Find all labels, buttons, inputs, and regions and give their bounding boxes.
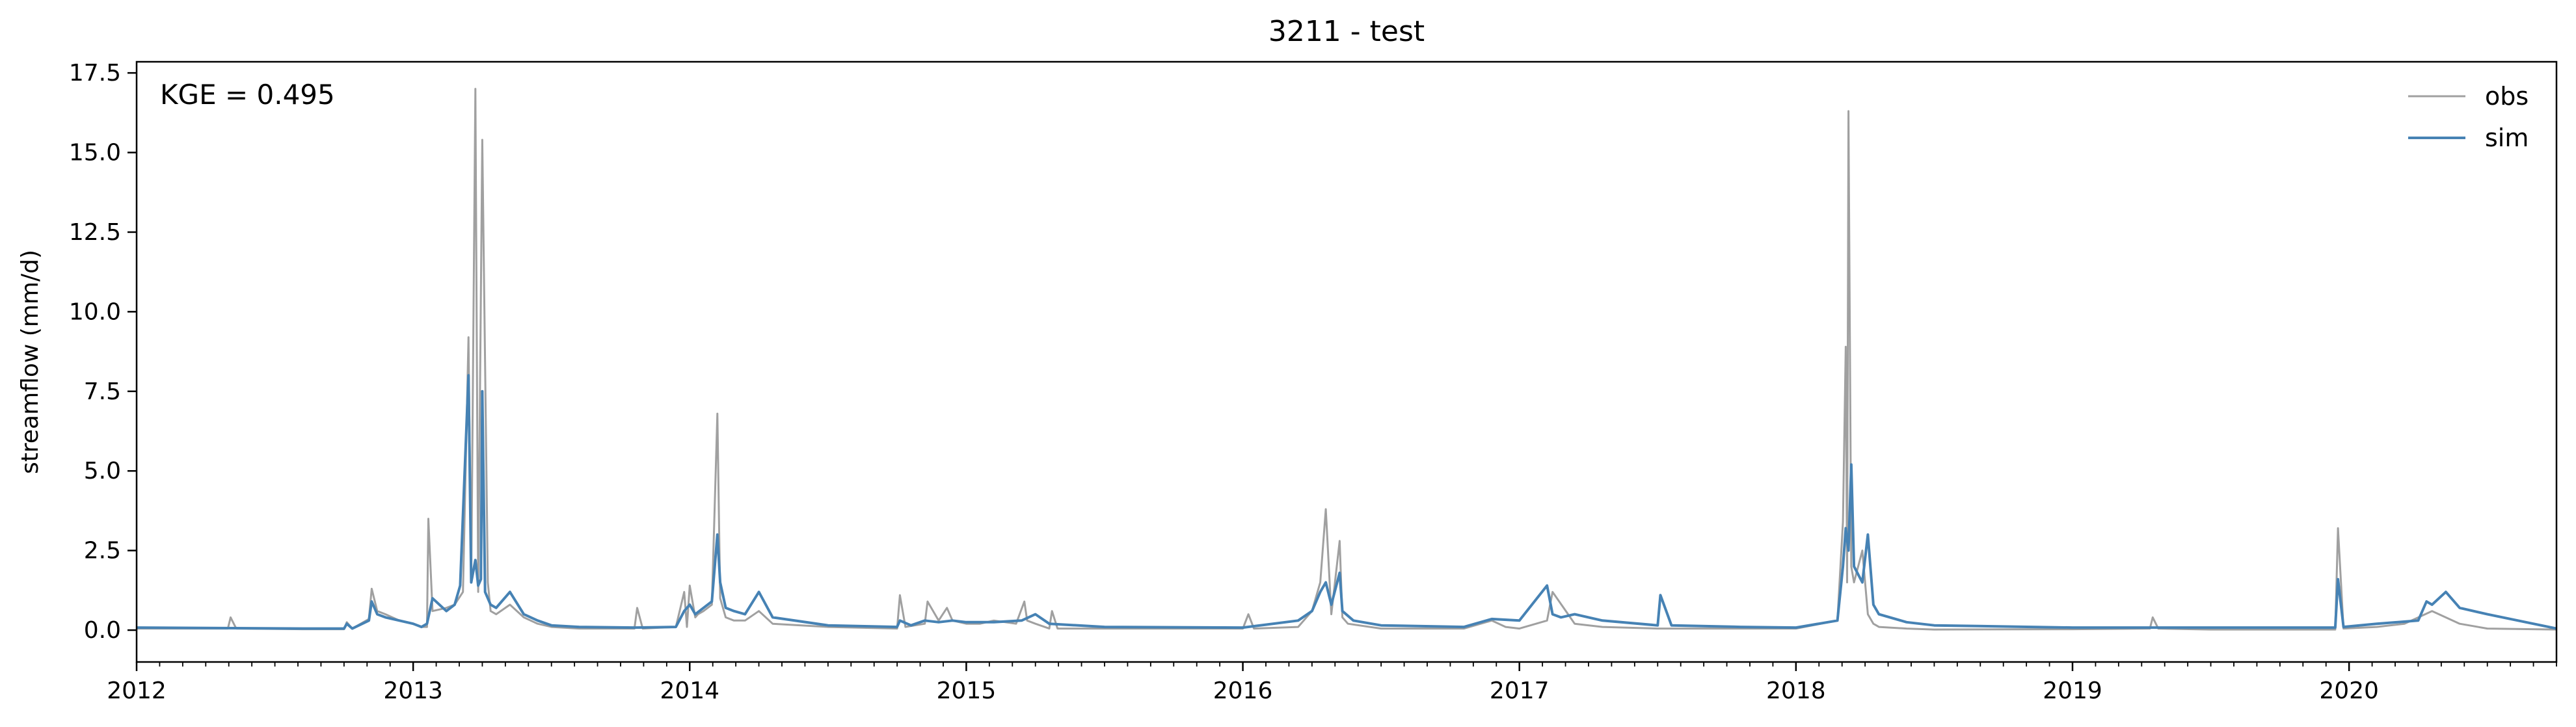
series-line-sim xyxy=(136,374,2557,630)
plot-frame xyxy=(135,60,2558,663)
x-tick-label: 2013 xyxy=(383,678,443,704)
y-tick-label: 12.5 xyxy=(69,219,121,246)
y-tick-label: 0.0 xyxy=(84,617,121,644)
y-tick-label: 15.0 xyxy=(69,140,121,166)
x-tick-label: 2016 xyxy=(1213,678,1273,704)
kge-annotation: KGE = 0.495 xyxy=(160,79,335,111)
y-tick-label: 10.0 xyxy=(69,298,121,325)
y-tick-label: 7.5 xyxy=(84,378,121,405)
x-tick-label: 2020 xyxy=(2319,678,2379,704)
x-tick-label: 2018 xyxy=(1766,678,1826,704)
legend-label-obs: obs xyxy=(2485,82,2529,111)
y-tick-label: 2.5 xyxy=(84,538,121,564)
x-axis: 2012 2013 2014 2015 2016 2017 2018 2019 2020 xyxy=(107,662,2557,704)
x-tick-label: 2017 xyxy=(1490,678,1550,704)
y-axis-label-group: streamflow (mm/d) xyxy=(17,250,44,474)
series-layer xyxy=(136,88,2557,631)
chart-title: 3211 - test xyxy=(1268,15,1425,48)
y-tick-label: 17.5 xyxy=(69,60,121,86)
x-tick-label: 2012 xyxy=(107,678,167,704)
y-axis: 0.0 2.5 5.0 7.5 10.0 12.5 15.0 17.5 xyxy=(69,60,137,644)
x-tick-label: 2014 xyxy=(660,678,719,704)
legend: obs sim xyxy=(2408,82,2529,152)
y-tick-label: 5.0 xyxy=(84,458,121,484)
legend-label-sim: sim xyxy=(2485,124,2529,152)
y-axis-label: streamflow (mm/d) xyxy=(17,250,44,474)
x-tick-label: 2015 xyxy=(937,678,997,704)
x-tick-label: 2019 xyxy=(2043,678,2102,704)
